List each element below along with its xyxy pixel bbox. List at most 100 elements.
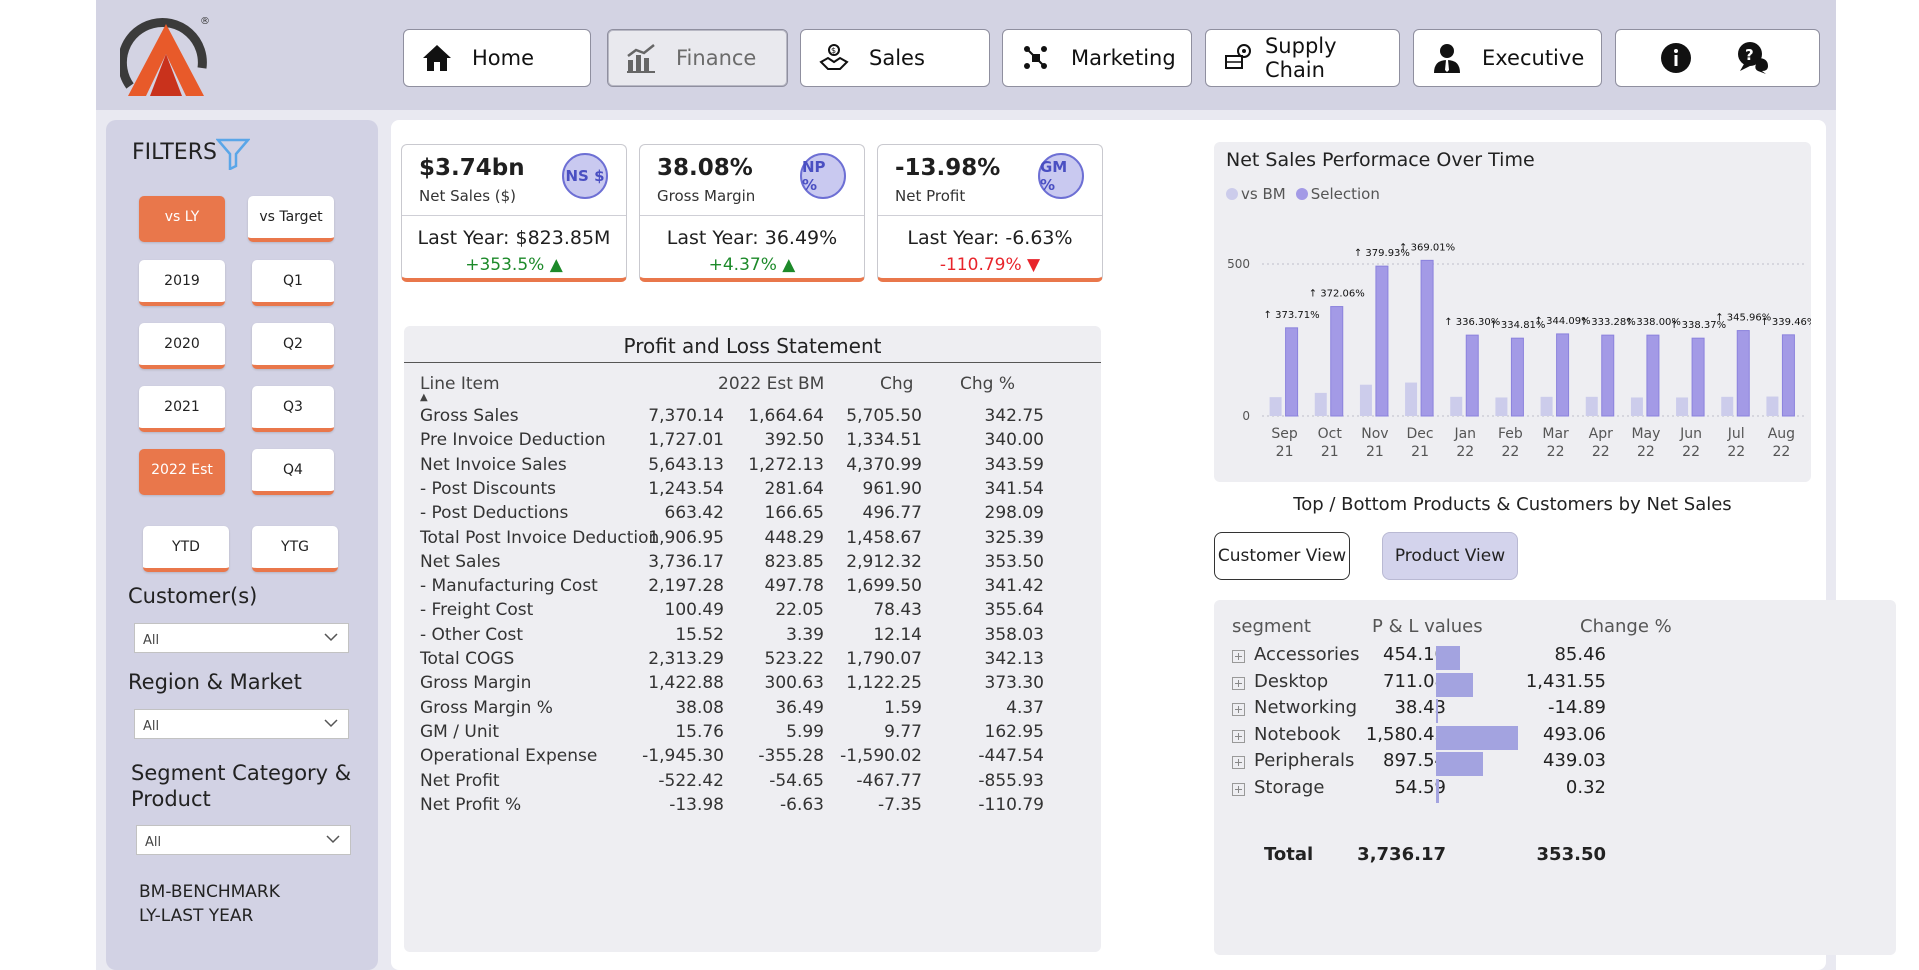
legend-item-vs-bm[interactable]: vs BM — [1226, 185, 1286, 203]
help-chat-icon[interactable]: ? — [1736, 40, 1770, 74]
x-tick-label: 21 — [1411, 444, 1429, 460]
customer-dropdown[interactable]: All — [134, 623, 349, 653]
nav-supply-chain-button[interactable]: Supply Chain — [1205, 29, 1400, 87]
segment-dropdown[interactable]: All — [136, 825, 351, 855]
x-tick-label: Mar — [1542, 426, 1569, 442]
bar-selection — [1375, 265, 1389, 417]
segment-row[interactable]: Accessories 454.10 85.46 — [1214, 644, 1896, 674]
pl-cell: Gross Margin % — [420, 697, 553, 718]
ytg-button[interactable]: YTG — [252, 526, 338, 572]
info-icon[interactable] — [1660, 42, 1692, 74]
segment-row[interactable]: Peripherals 897.54 439.03 — [1214, 750, 1896, 780]
kpi-badge: NS $ — [562, 153, 608, 199]
year-2019-button[interactable]: 2019 — [139, 260, 225, 306]
quarter-q3-button[interactable]: Q3 — [252, 386, 334, 432]
customer-view-button[interactable]: Customer View — [1214, 532, 1350, 580]
column-header[interactable]: P & L values — [1372, 616, 1483, 637]
expand-plus-icon[interactable] — [1232, 650, 1245, 663]
pl-row: - Freight Cost 100.49 22.05 78.43 355.64 — [420, 600, 1080, 630]
vs-target-toggle[interactable]: vs Target — [248, 196, 334, 242]
pl-cell: Operational Expense — [420, 746, 598, 767]
sales-icon: $ — [817, 41, 851, 75]
year-2022-est-button[interactable]: 2022 Est — [139, 449, 225, 495]
pl-cell: GM / Unit — [420, 721, 499, 742]
kpi-value: -13.98% — [895, 155, 1001, 181]
column-header[interactable]: segment — [1232, 616, 1311, 637]
pl-cell: 342.75 — [984, 406, 1044, 426]
expand-plus-icon[interactable] — [1232, 756, 1245, 769]
pl-cell: 162.95 — [984, 721, 1044, 742]
column-header[interactable]: Line Item — [420, 374, 500, 394]
vs-ly-toggle[interactable]: vs LY — [139, 196, 225, 242]
filters-sidebar: FILTERS vs LY vs Target 2019 2020 2021 2… — [106, 120, 378, 970]
segment-filter-label-line1: Segment Category & — [131, 761, 352, 785]
year-2021-button[interactable]: 2021 — [139, 386, 225, 432]
nav-finance-button[interactable]: Finance — [607, 29, 788, 87]
nav-sales-button[interactable]: $ Sales — [800, 29, 990, 87]
expand-plus-icon[interactable] — [1232, 729, 1245, 743]
region-filter-label: Region & Market — [128, 670, 302, 694]
segment-value: 1,580.43 — [1365, 723, 1446, 745]
pl-cell: 663.42 — [664, 503, 724, 524]
pl-cell: - Other Cost — [420, 624, 524, 645]
segment-value-bar — [1436, 699, 1438, 723]
finance-chart-icon — [624, 41, 658, 75]
pl-cell: 340.00 — [984, 430, 1044, 451]
legend-item-selection[interactable]: Selection — [1295, 185, 1380, 203]
nav-home-label: Home — [472, 46, 535, 70]
bar-data-label: ↑ 333.28% — [1580, 317, 1636, 328]
nav-executive-label: Executive — [1482, 46, 1585, 70]
pl-cell: 166.65 — [764, 503, 824, 524]
bar-data-label: ↑ 372.06% — [1309, 289, 1365, 300]
expand-plus-icon[interactable] — [1232, 703, 1245, 716]
segment-name: Storage — [1254, 776, 1325, 798]
nav-marketing-button[interactable]: Marketing — [1002, 29, 1192, 87]
filters-title: FILTERS — [132, 140, 217, 165]
quarter-q1-button[interactable]: Q1 — [252, 260, 334, 306]
expand-plus-icon[interactable] — [1232, 782, 1245, 796]
bar-data-label: ↑ 338.37% — [1670, 320, 1726, 331]
sort-ascending-icon[interactable]: ▲ — [420, 392, 428, 403]
quarter-q2-button[interactable]: Q2 — [252, 323, 334, 369]
pl-row: Net Profit -522.42 -54.65 -467.77 -855.93 — [420, 771, 1080, 801]
pl-row: Net Invoice Sales 5,643.13 1,272.13 4,370.9… — [420, 455, 1080, 485]
ytd-button[interactable]: YTD — [143, 526, 229, 572]
nav-executive-button[interactable]: Executive — [1413, 29, 1602, 87]
bar-selection — [1420, 259, 1434, 417]
segment-row[interactable]: Networking 38.43 -14.89 — [1214, 697, 1896, 727]
column-header[interactable]: Chg % — [960, 374, 1015, 394]
segment-row[interactable]: Storage 54.59 0.32 — [1214, 777, 1896, 807]
region-dropdown[interactable]: All — [134, 709, 349, 739]
column-header[interactable]: 2022 Est — [718, 374, 793, 394]
segment-value: 54.59 — [1394, 776, 1446, 798]
kpi-divider — [402, 215, 626, 216]
column-header[interactable]: Chg — [880, 374, 914, 394]
segment-change: 0.32 — [1565, 776, 1606, 798]
segment-value-bar — [1436, 646, 1460, 670]
pl-cell: - Freight Cost — [420, 600, 534, 621]
pl-cell: 497.78 — [764, 576, 824, 597]
pl-cell: 2,313.29 — [648, 649, 724, 669]
x-tick-label: Nov — [1361, 426, 1388, 442]
segment-row[interactable]: Notebook 1,580.43 493.06 — [1214, 724, 1896, 754]
pl-cell: 1,699.50 — [846, 576, 922, 597]
customer-filter-label: Customer(s) — [128, 584, 258, 608]
bar-vs-bm — [1359, 384, 1372, 416]
quarter-q4-button[interactable]: Q4 — [252, 449, 334, 495]
pl-cell: Total COGS — [420, 649, 515, 669]
pl-cell: -522.42 — [658, 770, 724, 791]
product-view-button[interactable]: Product View — [1382, 532, 1518, 580]
pl-cell: 100.49 — [664, 600, 724, 621]
segment-row[interactable]: Desktop 711.08 1,431.55 — [1214, 671, 1896, 701]
pl-cell: Net Profit % — [420, 794, 522, 815]
segment-matrix: segment P & L values Change % Accessorie… — [1214, 600, 1896, 955]
bar-data-label: ↑ 334.81% — [1489, 320, 1545, 331]
year-2020-button[interactable]: 2020 — [139, 323, 225, 369]
nav-home-button[interactable]: Home — [403, 29, 591, 87]
x-tick-label: 22 — [1592, 444, 1610, 460]
column-header[interactable]: Change % — [1580, 616, 1672, 637]
expand-plus-icon[interactable] — [1232, 676, 1245, 690]
column-header[interactable]: BM — [798, 374, 825, 394]
pl-title-rule — [404, 362, 1101, 363]
pl-cell: 392.50 — [764, 430, 824, 451]
